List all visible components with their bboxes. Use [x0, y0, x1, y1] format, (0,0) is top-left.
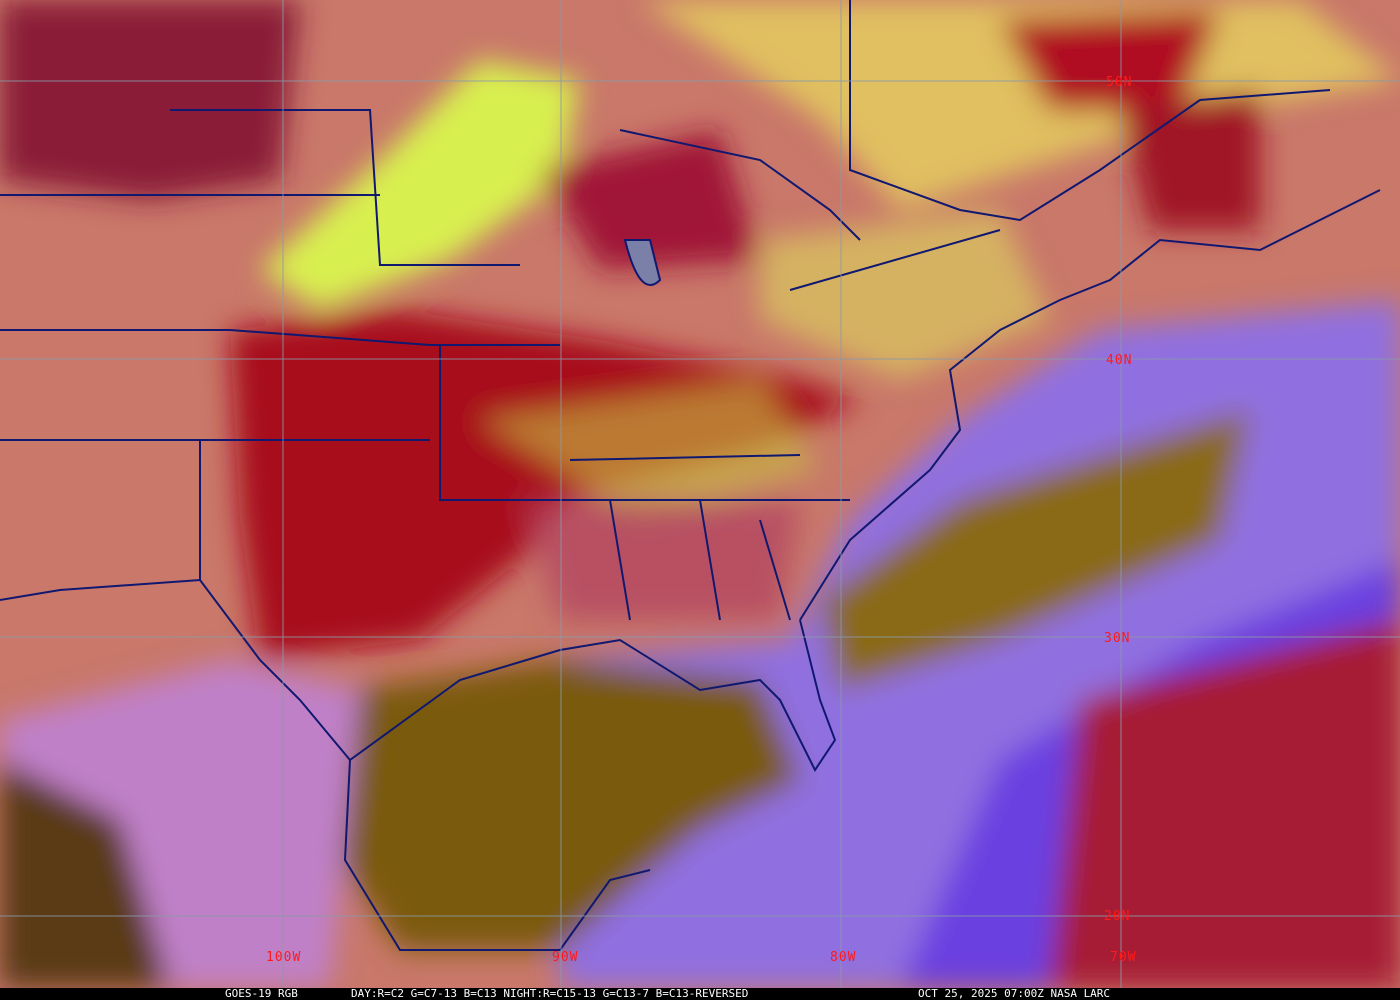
lat-label-40n: 40N	[1106, 353, 1132, 368]
coastline-borders	[0, 0, 1381, 951]
timestamp: OCT 25, 2025 07:00Z NASA LARC	[918, 987, 1111, 1000]
lat-label-30n: 30N	[1104, 631, 1130, 646]
lon-label-90w: 90W	[552, 950, 578, 965]
caption-bar: GOES-19 RGB DAY:R=C2 G=C7-13 B=C13 NIGHT…	[0, 988, 1400, 1000]
product-name: GOES-19 RGB	[225, 987, 298, 1000]
rgb-recipe: DAY:R=C2 G=C7-13 B=C13 NIGHT:R=C15-13 G=…	[351, 987, 749, 1000]
lon-label-80w: 80W	[830, 950, 856, 965]
lon-label-70w: 70W	[1110, 950, 1136, 965]
lat-label-20n: 20N	[1104, 909, 1130, 924]
grid-labels: 50N 40N 30N 20N 100W 90W 80W 70W	[266, 75, 1136, 965]
lat-label-50n: 50N	[1106, 75, 1132, 90]
lon-label-100w: 100W	[266, 950, 301, 965]
